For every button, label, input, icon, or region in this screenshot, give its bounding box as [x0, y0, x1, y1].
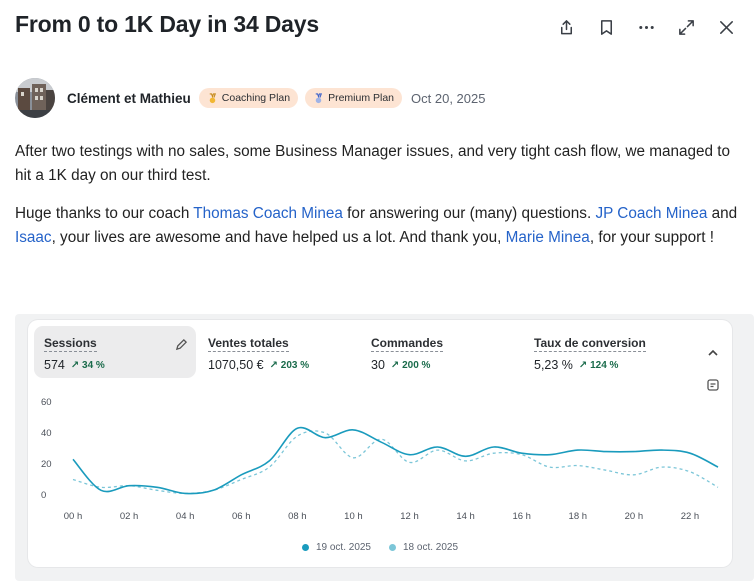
- delta-text: 203 %: [280, 359, 310, 371]
- x-tick-label: 14 h: [456, 511, 475, 522]
- series-line-18-oct: [72, 430, 719, 495]
- legend-item[interactable]: 19 oct. 2025: [301, 542, 371, 553]
- text: Huge thanks to our coach: [15, 205, 194, 222]
- x-tick-label: 10 h: [344, 511, 363, 522]
- series-line-19-oct: [72, 426, 719, 495]
- bookmark-button[interactable]: [586, 14, 626, 40]
- delta-text: 200 %: [402, 359, 431, 371]
- y-tick-label: 40: [41, 428, 52, 439]
- post-title: From 0 to 1K Day in 34 Days: [15, 11, 319, 37]
- metric-delta: ↗ 203 %: [269, 359, 310, 371]
- medal-icon: [209, 92, 216, 103]
- badge-premium-plan: Premium Plan: [305, 88, 403, 108]
- more-icon: [638, 25, 654, 29]
- author-row: Clément et Mathieu Coaching Plan Premium…: [15, 78, 485, 118]
- metric-label: Sessions: [44, 336, 97, 352]
- expand-icon: [678, 19, 694, 35]
- mention-link[interactable]: JP Coach Minea: [595, 205, 708, 222]
- share-icon: [560, 19, 572, 34]
- text: for answering our (many) questions.: [342, 205, 596, 222]
- metric-delta: ↗ 124 %: [578, 359, 619, 371]
- x-tick-label: 18 h: [569, 511, 588, 522]
- metric-ventes-totales[interactable]: Ventes totales 1070,50 € ↗ 203 %: [198, 326, 358, 378]
- text: and: [707, 205, 738, 222]
- legend-dot: [389, 544, 396, 551]
- author-name[interactable]: Clément et Mathieu: [67, 90, 191, 106]
- expand-button[interactable]: [666, 14, 706, 40]
- chart-settings-icon[interactable]: [706, 378, 720, 392]
- x-tick-label: 20 h: [625, 511, 644, 522]
- metric-delta: ↗ 200 %: [390, 359, 431, 371]
- metric-value: 5,23 %: [534, 358, 573, 372]
- close-icon: [719, 20, 733, 34]
- post-paragraph-2: Huge thanks to our coach Thomas Coach Mi…: [15, 202, 745, 250]
- mention-link[interactable]: Thomas Coach Minea: [193, 205, 343, 222]
- metric-value: 574: [44, 358, 65, 372]
- badge-label: Coaching Plan: [221, 92, 291, 104]
- text: , your lives are awesome and have helped…: [51, 229, 506, 246]
- more-button[interactable]: [626, 14, 666, 40]
- metric-value: 30: [371, 358, 385, 372]
- metric-label: Ventes totales: [208, 336, 289, 352]
- badge-label: Premium Plan: [328, 92, 395, 104]
- chevron-up-icon[interactable]: [706, 346, 720, 360]
- x-tick-label: 04 h: [176, 511, 195, 522]
- analytics-card: Sessions 574 ↗ 34 % Ventes totales 1070,5…: [28, 320, 732, 567]
- x-tick-label: 08 h: [288, 511, 307, 522]
- legend-dot: [301, 544, 309, 551]
- legend-item[interactable]: 18 oct. 2025: [389, 542, 458, 553]
- x-tick-label: 06 h: [232, 511, 251, 522]
- x-tick-label: 22 h: [681, 511, 700, 522]
- y-tick-label: 0: [41, 490, 46, 501]
- legend-label: 19 oct. 2025: [315, 542, 371, 553]
- sessions-chart: 0 20 40 60 00 h 02 h 04 h 06 h 08 h 10 h 12 h 14 h…: [41, 397, 719, 522]
- share-button[interactable]: [546, 14, 586, 40]
- delta-text: 34 %: [82, 359, 105, 371]
- header-actions: [546, 14, 746, 40]
- metric-label: Taux de conversion: [534, 336, 646, 352]
- mention-link[interactable]: Marie Minea: [505, 229, 590, 246]
- metric-value: 1070,50 €: [208, 358, 264, 372]
- mention-link[interactable]: Isaac: [15, 229, 52, 246]
- avatar[interactable]: [15, 78, 55, 118]
- post-paragraph-1: After two testings with no sales, some B…: [15, 143, 731, 184]
- x-tick-label: 02 h: [120, 511, 139, 522]
- post-date: Oct 20, 2025: [411, 90, 486, 106]
- metric-sessions[interactable]: Sessions 574 ↗ 34 %: [34, 326, 196, 378]
- x-tick-label: 00 h: [64, 511, 83, 522]
- close-button[interactable]: [706, 14, 746, 40]
- text: , for your support !: [589, 229, 714, 246]
- y-tick-label: 20: [41, 459, 52, 470]
- x-tick-label: 16 h: [512, 511, 531, 522]
- medal-icon: [315, 92, 323, 103]
- y-tick-label: 60: [41, 397, 52, 408]
- metric-taux-de-conversion[interactable]: Taux de conversion 5,23 % ↗ 124 %: [524, 326, 694, 378]
- x-tick-label: 12 h: [400, 511, 419, 522]
- metric-label: Commandes: [371, 336, 444, 352]
- badge-coaching-plan: Coaching Plan: [198, 88, 299, 108]
- chart-legend: 19 oct. 2025 18 oct. 2025: [28, 542, 732, 553]
- legend-label: 18 oct. 2025: [403, 542, 459, 553]
- metric-delta: ↗ 34 %: [70, 359, 105, 371]
- bookmark-icon: [600, 19, 612, 35]
- delta-text: 124 %: [590, 359, 619, 371]
- pencil-icon[interactable]: [175, 338, 188, 351]
- metric-commandes[interactable]: Commandes 30 ↗ 200 %: [361, 326, 521, 378]
